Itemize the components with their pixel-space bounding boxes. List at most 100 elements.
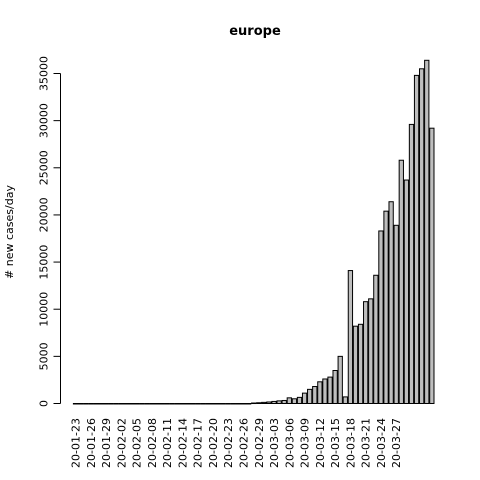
x-tick-label: 20-03-15 — [329, 418, 342, 468]
x-tick-label: 20-02-26 — [238, 418, 251, 468]
bars — [72, 59, 435, 405]
bar — [332, 370, 338, 404]
y-tick-label: 0 — [38, 400, 51, 407]
bar — [363, 301, 369, 405]
y-tick-label: 20000 — [38, 197, 51, 232]
bar — [77, 403, 84, 405]
bar — [139, 403, 145, 405]
bar — [301, 392, 308, 405]
x-tick-label: 20-01-23 — [70, 418, 83, 468]
bar — [205, 403, 211, 405]
bar — [347, 270, 354, 404]
bar — [373, 274, 379, 404]
bar — [271, 400, 277, 404]
x-tick-label: 20-02-23 — [222, 418, 235, 468]
x-tick-label: 20-03-06 — [283, 418, 296, 468]
bar — [378, 230, 384, 404]
bar — [251, 402, 257, 405]
x-tick-label: 20-02-11 — [161, 418, 174, 468]
bar — [93, 403, 99, 405]
bar — [383, 210, 389, 404]
bar — [164, 403, 170, 405]
x-tick-label: 20-02-14 — [176, 418, 189, 468]
x-axis: 20-01-23 20-01-26 20-01-29 20-02-02 20-02-05… — [70, 418, 404, 468]
x-tick-label: 20-03-09 — [299, 418, 312, 468]
bar — [195, 403, 201, 405]
bar — [123, 403, 130, 405]
bar — [98, 403, 104, 405]
bar — [240, 403, 247, 405]
y-tick-label: 25000 — [38, 150, 51, 185]
bar — [220, 403, 226, 405]
bar — [118, 403, 124, 405]
bar — [403, 179, 410, 404]
bar — [317, 381, 323, 404]
bar — [408, 123, 415, 404]
y-tick-label: 15000 — [38, 245, 51, 280]
bar — [149, 403, 155, 405]
x-tick-label: 20-03-21 — [360, 418, 373, 468]
bar — [179, 403, 186, 405]
x-tick-label: 20-02-20 — [207, 418, 220, 468]
bar — [286, 397, 292, 404]
bar — [266, 401, 272, 404]
x-tick-label: 20-03-18 — [344, 418, 357, 468]
bar — [368, 298, 374, 404]
bar — [133, 403, 140, 405]
bar — [281, 399, 287, 405]
bar — [398, 159, 404, 404]
bar — [113, 403, 119, 405]
bar — [215, 403, 221, 405]
bar — [88, 403, 94, 405]
bar — [200, 403, 206, 405]
chart-title: europe — [229, 24, 281, 39]
bar — [159, 403, 165, 405]
bar — [352, 325, 359, 404]
bar — [296, 396, 303, 404]
bar — [419, 68, 425, 404]
x-tick-label: 20-03-12 — [314, 418, 327, 468]
bar — [276, 400, 282, 404]
bar — [230, 403, 236, 405]
bar — [312, 386, 318, 404]
bar — [342, 396, 348, 404]
y-tick-label: 35000 — [38, 56, 51, 91]
bar — [327, 376, 333, 405]
bar — [174, 403, 180, 405]
bar — [189, 403, 196, 405]
bar — [388, 201, 394, 404]
bar — [128, 403, 135, 405]
bar — [261, 401, 267, 404]
x-tick-label: 20-02-02 — [115, 418, 128, 468]
bar — [256, 402, 262, 404]
bar — [337, 355, 343, 404]
x-tick-label: 20-01-26 — [85, 418, 98, 468]
bar — [245, 403, 252, 405]
bar — [169, 403, 175, 405]
bar — [393, 224, 399, 404]
x-tick-label: 20-02-08 — [146, 418, 159, 468]
bar — [307, 388, 313, 404]
bar — [154, 403, 160, 405]
bar — [108, 403, 114, 405]
bar — [291, 398, 298, 405]
bar — [225, 403, 231, 405]
x-tick-label: 20-03-24 — [375, 418, 388, 468]
bar — [83, 403, 89, 405]
bar — [72, 403, 79, 405]
x-tick-label: 20-02-17 — [192, 418, 205, 468]
bar — [322, 378, 328, 404]
y-axis-label: # new cases/day — [3, 185, 16, 279]
y-tick-label: 5000 — [38, 342, 51, 370]
bar — [424, 59, 430, 405]
y-tick-label: 10000 — [38, 292, 51, 327]
y-tick-label: 30000 — [38, 103, 51, 138]
x-tick-label: 20-03-27 — [390, 418, 403, 468]
bar — [103, 403, 109, 405]
bar — [184, 403, 191, 405]
y-axis: 0 5000 10000 15000 20000 25000 30000 35000 — [38, 56, 61, 407]
x-tick-label: 20-01-29 — [100, 418, 113, 468]
x-tick-label: 20-02-29 — [253, 418, 266, 468]
bar — [144, 403, 150, 405]
